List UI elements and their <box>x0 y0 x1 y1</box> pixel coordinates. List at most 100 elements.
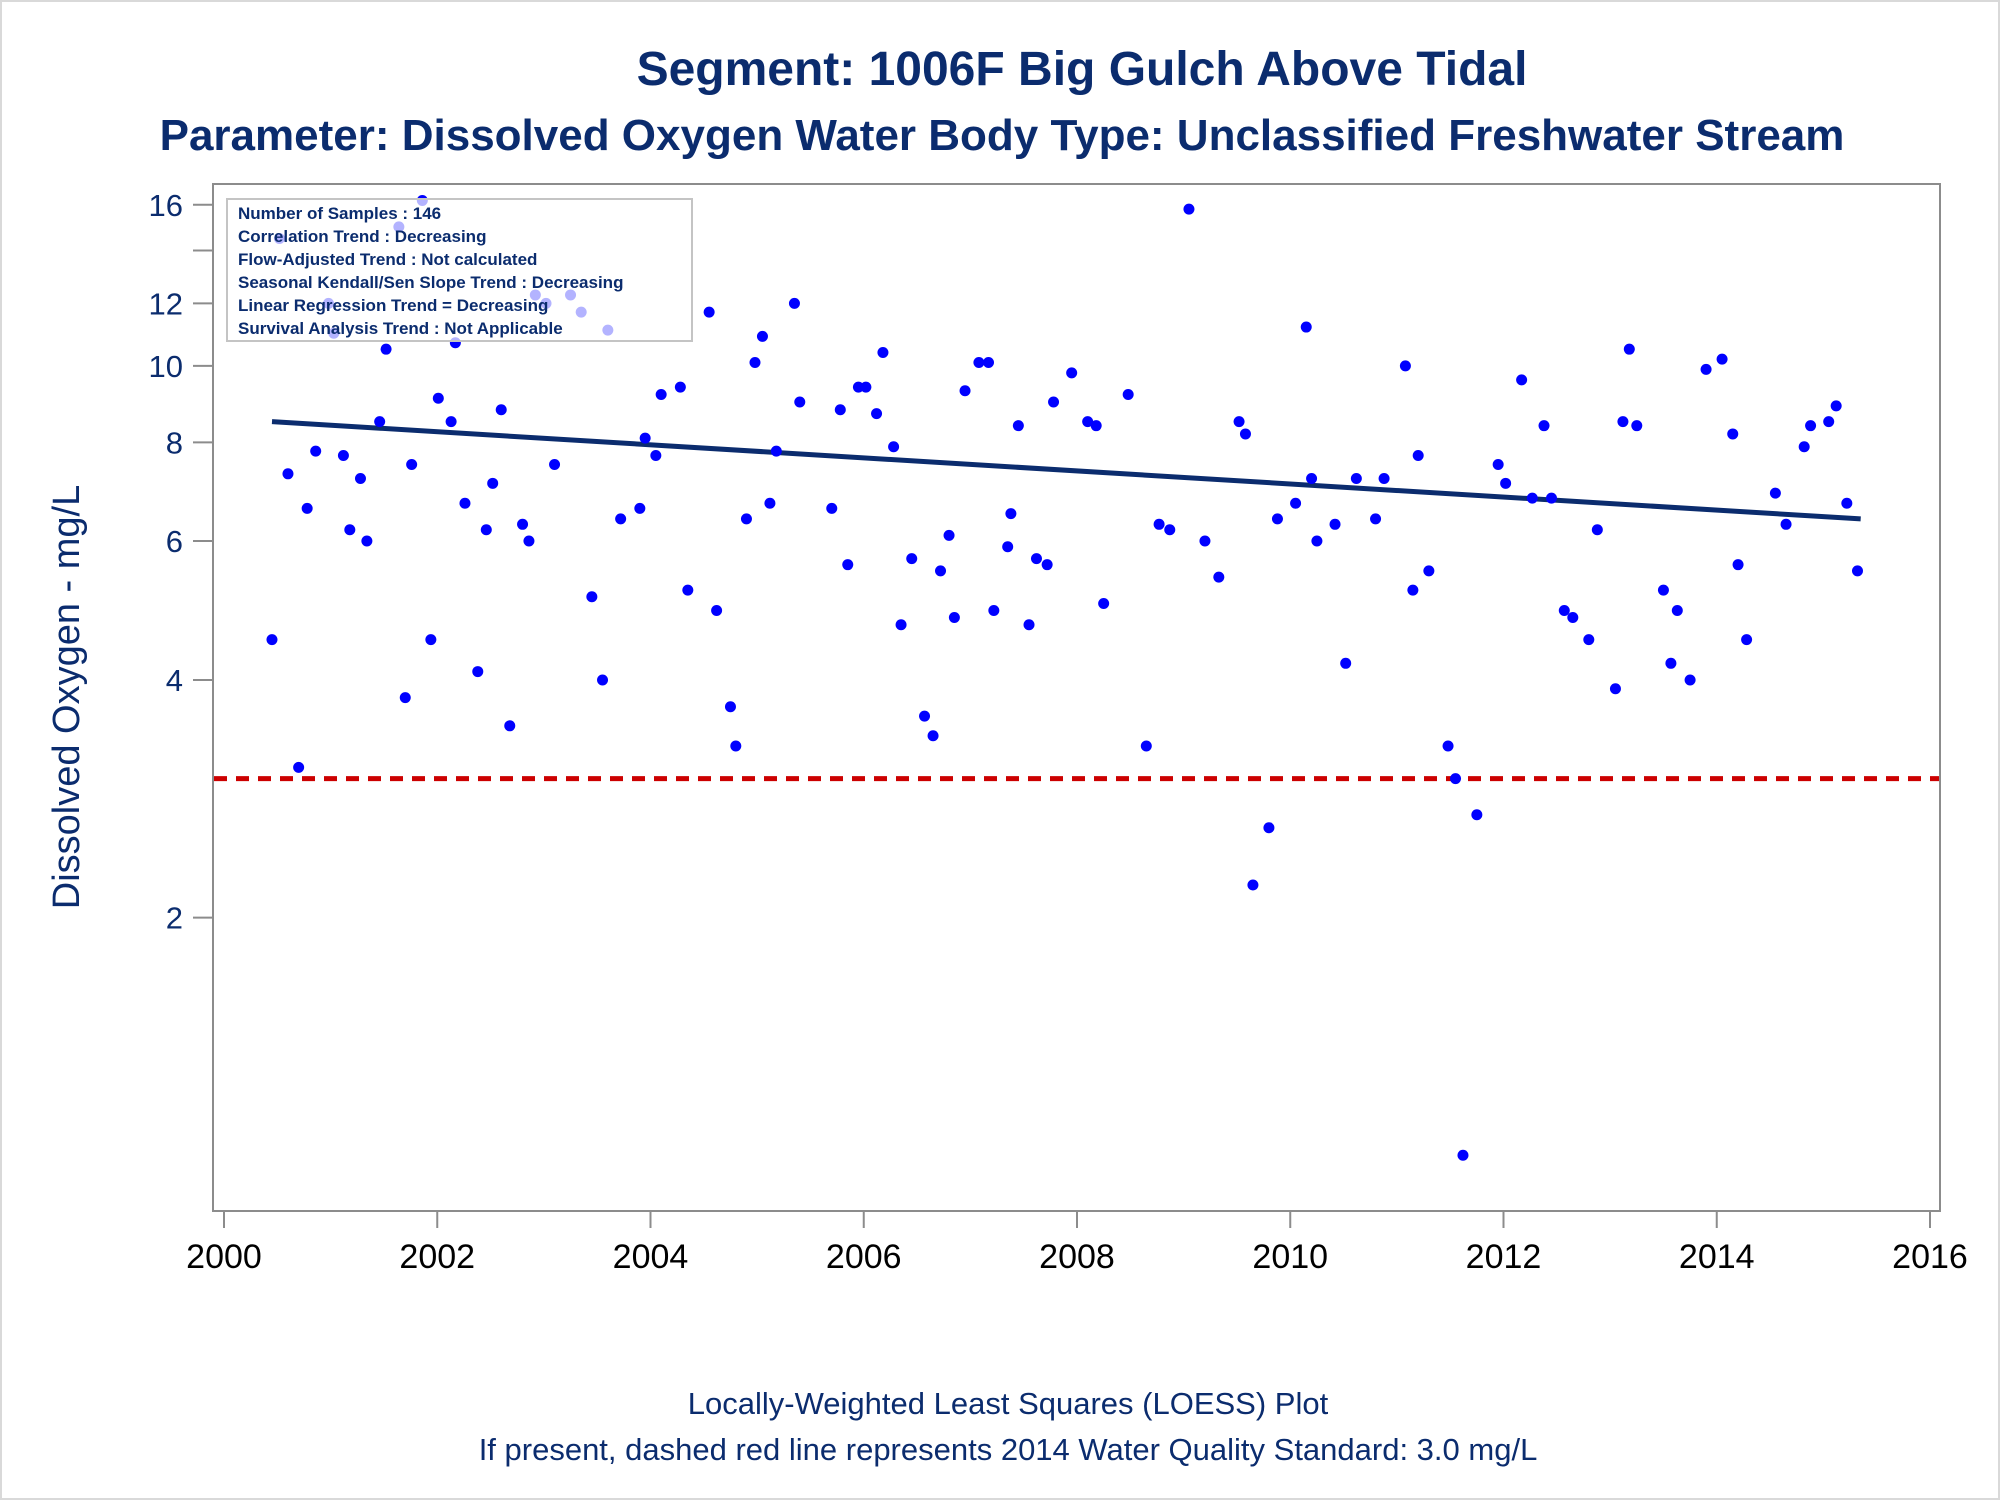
data-point <box>983 356 995 368</box>
data-point <box>301 502 313 514</box>
data-point <box>1378 473 1390 485</box>
data-point <box>1583 634 1595 646</box>
data-point <box>517 518 529 530</box>
data-point <box>724 701 736 713</box>
data-point <box>1657 584 1669 596</box>
stats-line: Correlation Trend : Decreasing <box>238 227 486 246</box>
data-point <box>1526 492 1538 504</box>
data-point <box>310 445 322 457</box>
data-point <box>1002 541 1014 553</box>
data-point <box>1567 612 1579 624</box>
data-point <box>480 524 492 536</box>
data-point <box>1623 343 1635 355</box>
data-point <box>1164 524 1176 536</box>
data-point <box>1665 657 1677 669</box>
data-point <box>1500 477 1512 489</box>
data-point <box>1450 773 1462 785</box>
data-point <box>943 529 955 541</box>
data-point <box>1329 518 1341 530</box>
y-axis: 2 4 6 8 10 12 16 <box>149 188 213 936</box>
data-point <box>344 524 356 536</box>
data-point <box>1841 497 1853 509</box>
data-point <box>740 513 752 525</box>
data-point <box>1407 584 1419 596</box>
data-point <box>361 535 373 547</box>
data-point <box>1516 374 1528 386</box>
data-point <box>1457 1149 1469 1161</box>
data-point <box>860 381 872 393</box>
x-tick-label: 2012 <box>1466 1238 1542 1276</box>
data-point <box>1041 559 1053 571</box>
data-point <box>959 385 971 397</box>
data-point <box>756 330 768 342</box>
data-point <box>586 591 598 603</box>
data-point <box>1684 674 1696 686</box>
data-point <box>1247 879 1259 891</box>
data-point <box>927 730 939 742</box>
x-tick-label: 2000 <box>186 1238 262 1276</box>
footnote-standard: If present, dashed red line represents 2… <box>479 1432 1538 1467</box>
data-point <box>1350 473 1362 485</box>
data-point <box>1442 740 1454 752</box>
y-tick-label: 8 <box>166 425 183 460</box>
data-point <box>871 408 883 420</box>
data-point <box>1412 450 1424 462</box>
stats-line: Seasonal Kendall/Sen Slope Trend : Decre… <box>238 273 623 292</box>
y-tick-label: 12 <box>149 286 183 321</box>
data-point <box>1199 535 1211 547</box>
y-tick-label: 16 <box>149 188 183 223</box>
data-point <box>1263 822 1275 834</box>
x-tick-label: 2014 <box>1679 1238 1755 1276</box>
x-tick-label: 2008 <box>1039 1238 1115 1276</box>
data-point <box>1798 441 1810 453</box>
data-point <box>1830 400 1842 412</box>
data-point <box>1631 420 1643 432</box>
data-point <box>711 604 723 616</box>
footnote-method: Locally-Weighted Least Squares (LOESS) P… <box>688 1386 1329 1421</box>
data-point <box>1671 604 1683 616</box>
data-point <box>1492 459 1504 471</box>
data-point <box>399 692 411 704</box>
data-point <box>406 459 418 471</box>
data-point <box>1233 416 1245 428</box>
stats-line: Number of Samples : 146 <box>238 204 441 223</box>
data-point <box>919 710 931 722</box>
trend-line <box>271 419 1861 522</box>
data-point <box>842 559 854 571</box>
data-point <box>674 381 686 393</box>
stats-box: Number of Samples : 146 Correlation Tren… <box>226 198 693 342</box>
stats-line: Survival Analysis Trend : Not Applicable <box>238 319 563 338</box>
data-point <box>1090 420 1102 432</box>
data-point <box>834 404 846 416</box>
data-point <box>1213 571 1225 583</box>
stats-line: Linear Regression Trend = Decreasing <box>238 296 548 315</box>
data-point <box>266 634 278 646</box>
data-point <box>948 612 960 624</box>
data-point <box>1851 565 1863 577</box>
data-point <box>1741 634 1753 646</box>
data-point <box>1609 683 1621 695</box>
data-point <box>1423 565 1435 577</box>
data-point <box>730 740 742 752</box>
data-point <box>293 761 305 773</box>
data-point <box>1780 518 1792 530</box>
data-point <box>1311 535 1323 547</box>
data-point <box>682 584 694 596</box>
data-points <box>266 195 1863 1161</box>
data-point <box>1769 487 1781 499</box>
data-point <box>282 468 294 480</box>
data-point <box>549 459 561 471</box>
data-point <box>639 432 651 444</box>
y-tick-label: 6 <box>166 524 183 559</box>
data-point <box>973 356 985 368</box>
data-point <box>935 565 947 577</box>
x-axis: 2000 2002 2004 2006 2008 2010 2012 2014 2016 <box>186 1211 1968 1276</box>
chart-title: Segment: 1006F Big Gulch Above Tidal <box>637 43 1528 96</box>
data-point <box>770 445 782 457</box>
data-point <box>1140 740 1152 752</box>
data-point <box>597 674 609 686</box>
data-point <box>1012 420 1024 432</box>
data-point <box>826 502 838 514</box>
data-point <box>634 502 646 514</box>
data-point <box>495 404 507 416</box>
